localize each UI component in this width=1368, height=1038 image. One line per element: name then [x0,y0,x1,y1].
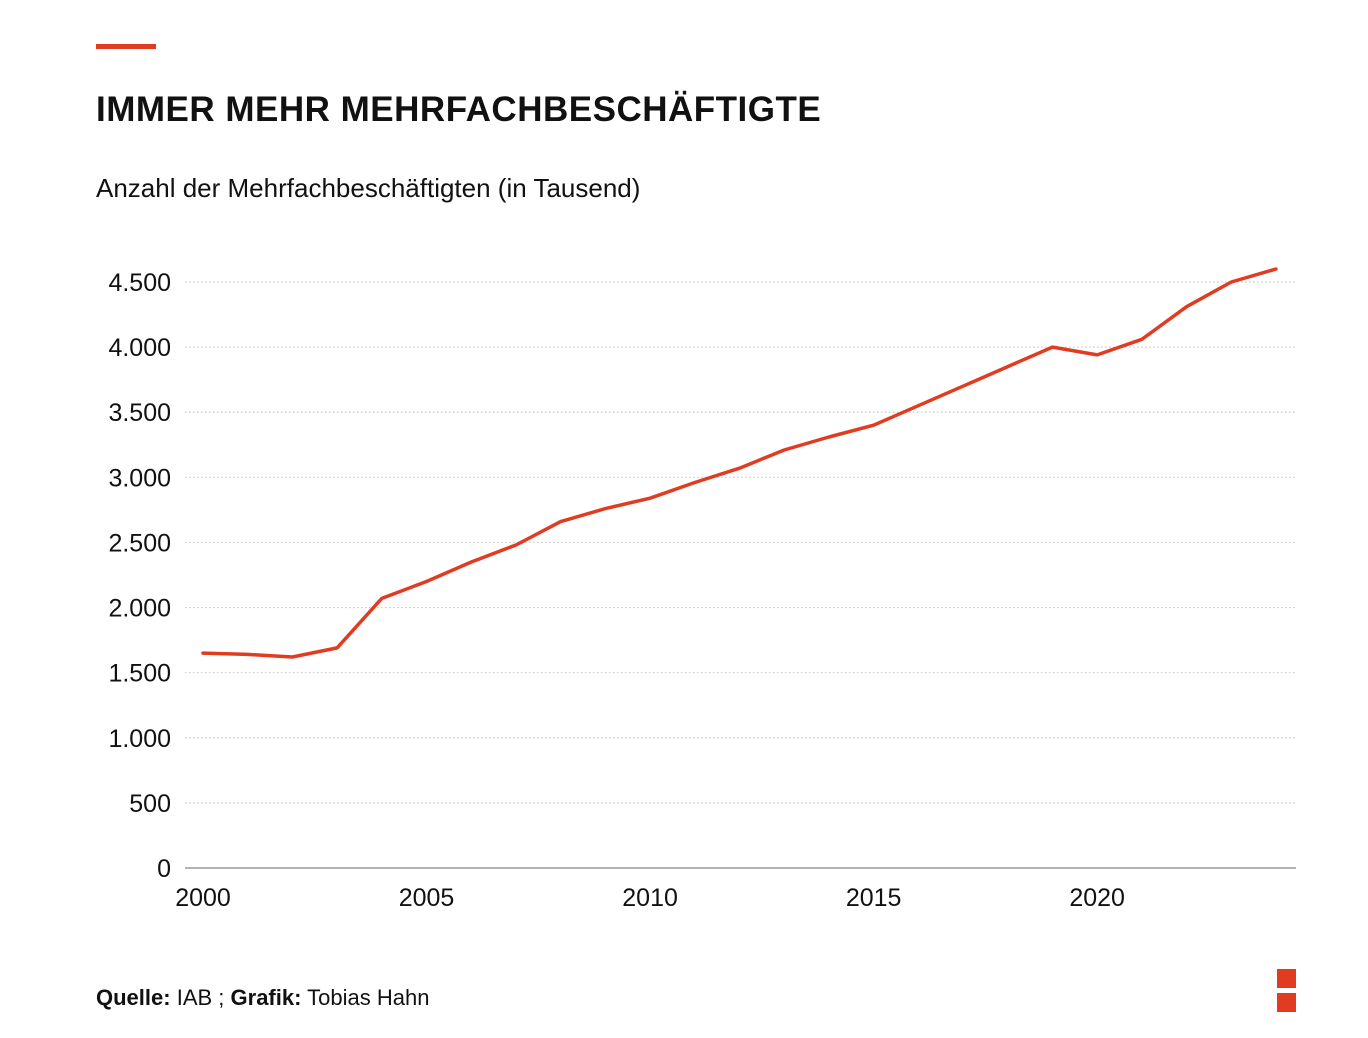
data-point [1185,305,1188,308]
x-tick-label: 2020 [1069,884,1125,912]
data-point [559,520,562,523]
data-point [872,424,875,427]
data-point [380,597,384,600]
y-tick-label: 3.500 [108,399,171,427]
data-point [917,404,920,407]
data-point [425,580,428,583]
data-point [1006,365,1009,368]
data-point [291,655,294,659]
data-point [604,507,607,510]
y-tick-label: 3.000 [108,464,171,492]
data-point [738,467,741,470]
series-line [201,267,1278,659]
y-tick-label: 2.000 [108,595,171,623]
x-tick-label: 2000 [175,884,231,912]
data-point [1274,267,1278,271]
y-tick-label: 500 [129,790,171,818]
brand-logo [1277,969,1296,1012]
y-tick-label: 1.000 [108,725,171,753]
y-tick-label: 1.500 [108,660,171,688]
data-point [335,646,339,650]
data-point [783,448,786,452]
y-tick-labels: 0 500 1.000 1.500 2.000 2.500 3.000 3.500 4.000 4… [108,269,171,883]
source-value: IAB ; [176,985,225,1010]
footer-credits: Quelle: IAB ; Grafik: Tobias Hahn [96,985,429,1011]
data-point [1051,345,1054,349]
data-point [1230,280,1233,284]
data-point [201,651,205,655]
x-tick-label: 2015 [846,884,902,912]
series-layer [201,267,1278,659]
y-tick-label: 4.500 [108,269,171,297]
chart-title: IMMER MEHR MEHRFACHBESCHÄFTIGTE [96,90,822,129]
logo-square-top [1277,969,1296,988]
logo-square-bottom [1277,993,1296,1012]
x-tick-label: 2010 [622,884,678,912]
data-point [827,435,831,439]
data-point [961,384,965,388]
graphic-label: Grafik: [230,985,302,1010]
chart-subtitle: Anzahl der Mehrfachbeschäftigten (in Tau… [96,173,641,203]
data-point [470,560,473,564]
y-tick-label: 4.000 [108,334,171,362]
y-tick-label: 2.500 [108,529,171,557]
source-label: Quelle: [96,985,171,1010]
accent-bar [96,44,156,49]
x-tick-labels: 2000 2005 2010 2015 2020 [175,884,1125,912]
y-tick-label: 0 [157,855,171,883]
data-point [514,543,518,547]
x-tick-label: 2005 [399,884,455,912]
data-point [246,653,249,656]
data-point [693,481,696,484]
grid-lines [185,281,1296,869]
data-point [1095,353,1099,357]
data-point [648,496,652,500]
data-point [1140,338,1144,341]
graphic-value: Tobias Hahn [307,985,430,1010]
